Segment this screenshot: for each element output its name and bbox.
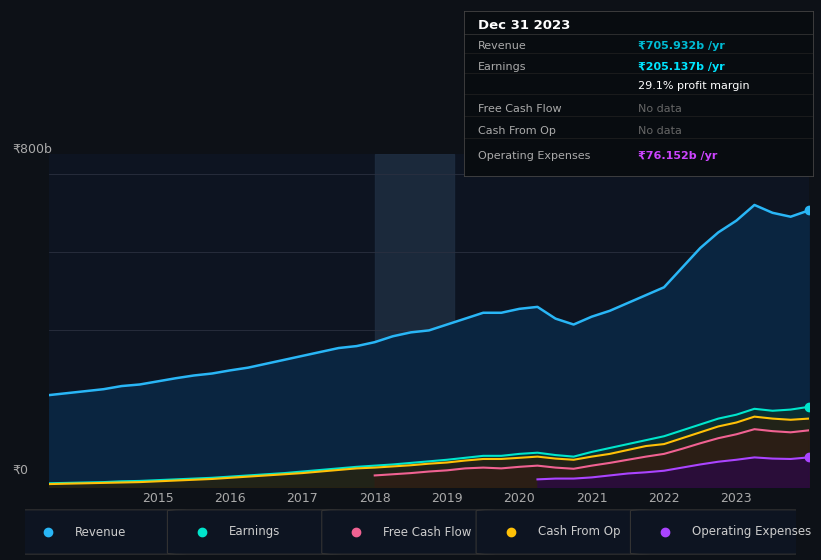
Text: No data: No data	[639, 126, 682, 136]
Text: Operating Expenses: Operating Expenses	[692, 525, 811, 539]
Text: Revenue: Revenue	[75, 525, 126, 539]
FancyBboxPatch shape	[167, 510, 341, 554]
Text: Revenue: Revenue	[478, 41, 526, 51]
FancyBboxPatch shape	[631, 510, 804, 554]
Text: ₹0: ₹0	[12, 464, 28, 477]
Text: Cash From Op: Cash From Op	[478, 126, 556, 136]
Text: 29.1% profit margin: 29.1% profit margin	[639, 81, 750, 91]
Text: Free Cash Flow: Free Cash Flow	[383, 525, 472, 539]
Text: Free Cash Flow: Free Cash Flow	[478, 104, 562, 114]
FancyBboxPatch shape	[476, 510, 649, 554]
Bar	[374, 154, 454, 487]
Text: Cash From Op: Cash From Op	[538, 525, 621, 539]
Text: ₹705.932b /yr: ₹705.932b /yr	[639, 41, 725, 51]
Text: ₹76.152b /yr: ₹76.152b /yr	[639, 151, 718, 161]
Text: Earnings: Earnings	[229, 525, 281, 539]
Text: Operating Expenses: Operating Expenses	[478, 151, 590, 161]
Text: Earnings: Earnings	[478, 62, 526, 72]
Text: ₹205.137b /yr: ₹205.137b /yr	[639, 62, 725, 72]
Text: ₹800b: ₹800b	[12, 143, 53, 156]
Text: No data: No data	[639, 104, 682, 114]
FancyBboxPatch shape	[322, 510, 495, 554]
FancyBboxPatch shape	[13, 510, 186, 554]
Text: Dec 31 2023: Dec 31 2023	[478, 18, 571, 31]
